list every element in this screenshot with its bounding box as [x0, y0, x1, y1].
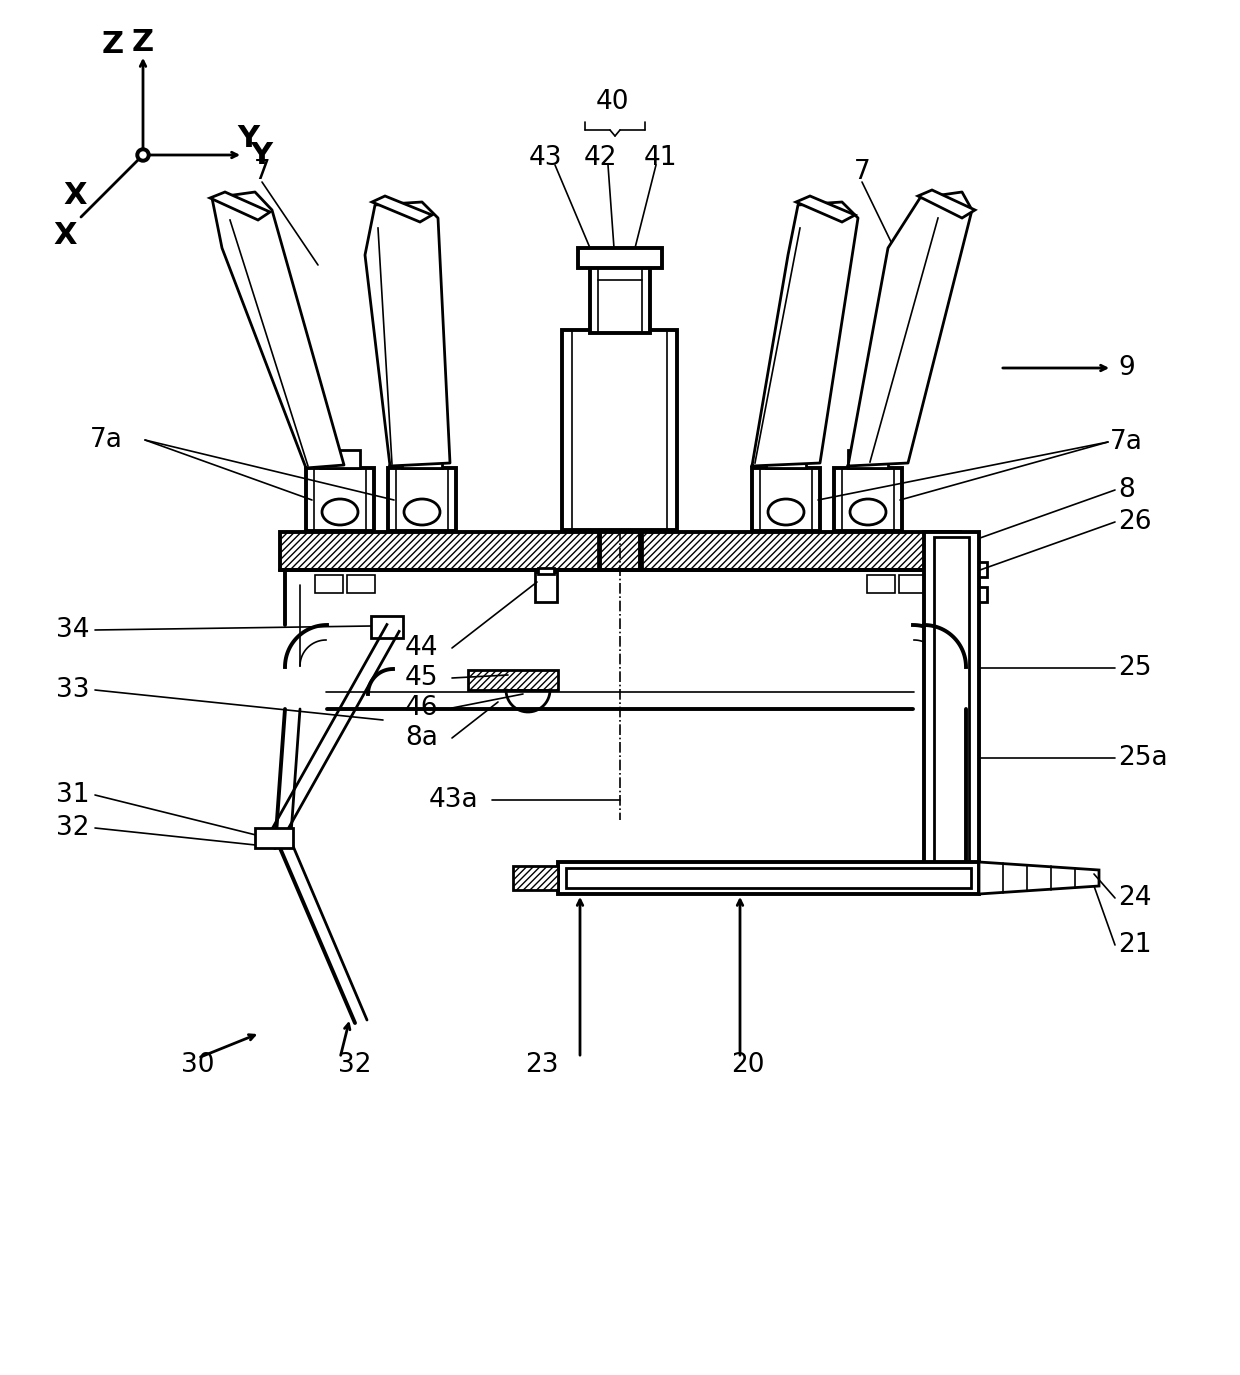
Text: 7: 7	[254, 160, 270, 186]
Circle shape	[140, 153, 146, 158]
Text: 30: 30	[181, 1052, 215, 1078]
Bar	[255, 828, 293, 848]
Text: 43: 43	[528, 144, 562, 170]
Bar	[590, 265, 650, 333]
Bar	[306, 468, 374, 531]
Bar	[402, 450, 441, 468]
Bar	[371, 616, 403, 638]
Text: Z: Z	[131, 28, 154, 56]
Text: 43a: 43a	[428, 786, 477, 813]
Text: 41: 41	[644, 144, 677, 170]
Text: 24: 24	[1118, 886, 1152, 912]
Bar	[315, 575, 343, 593]
Polygon shape	[796, 197, 856, 221]
Bar	[320, 450, 360, 468]
Polygon shape	[848, 193, 972, 466]
Text: 33: 33	[57, 676, 91, 703]
Bar	[867, 575, 895, 593]
Bar	[980, 562, 987, 578]
Text: 46: 46	[404, 694, 438, 720]
Text: 34: 34	[57, 617, 91, 644]
Polygon shape	[365, 202, 450, 466]
Text: 8a: 8a	[405, 725, 438, 751]
Bar	[534, 572, 557, 602]
Polygon shape	[212, 193, 343, 468]
Text: 25: 25	[1118, 654, 1152, 681]
Text: X: X	[63, 180, 87, 209]
Text: 32: 32	[339, 1052, 372, 1078]
Text: 8: 8	[1118, 477, 1135, 503]
Polygon shape	[372, 197, 432, 221]
Text: 7a: 7a	[1110, 429, 1143, 455]
Bar	[347, 575, 374, 593]
Ellipse shape	[768, 499, 804, 525]
Text: 32: 32	[57, 815, 91, 842]
Text: 26: 26	[1118, 509, 1152, 535]
Bar	[848, 450, 888, 468]
Text: 9: 9	[1118, 355, 1135, 381]
Bar	[980, 587, 987, 602]
Bar	[934, 538, 968, 886]
Bar	[924, 532, 980, 890]
Text: 23: 23	[526, 1052, 559, 1078]
Bar	[899, 575, 928, 593]
Bar	[562, 330, 677, 529]
Bar	[558, 862, 980, 894]
Text: 20: 20	[732, 1052, 765, 1078]
Text: X: X	[53, 220, 77, 249]
Text: Y: Y	[250, 140, 272, 169]
Bar	[835, 468, 901, 531]
Text: 40: 40	[595, 89, 629, 116]
Bar	[467, 670, 558, 690]
Bar	[766, 450, 806, 468]
Text: 7a: 7a	[91, 428, 123, 452]
Text: 44: 44	[404, 635, 438, 661]
Text: 7: 7	[853, 160, 870, 186]
Text: 31: 31	[57, 782, 91, 808]
Text: Y: Y	[237, 124, 259, 153]
Ellipse shape	[404, 499, 440, 525]
Bar	[280, 532, 960, 571]
Bar	[565, 868, 971, 888]
Bar	[751, 468, 820, 531]
Bar	[388, 468, 456, 531]
Bar	[513, 866, 558, 890]
Text: Z: Z	[102, 29, 124, 59]
Polygon shape	[210, 193, 270, 220]
Polygon shape	[918, 190, 975, 219]
Ellipse shape	[849, 499, 887, 525]
Text: 42: 42	[583, 144, 616, 170]
Bar	[538, 568, 554, 573]
Text: 45: 45	[404, 666, 438, 692]
Bar	[578, 248, 662, 268]
Circle shape	[136, 148, 150, 162]
Text: 21: 21	[1118, 932, 1152, 958]
Polygon shape	[751, 202, 858, 466]
Ellipse shape	[322, 499, 358, 525]
Polygon shape	[980, 862, 1099, 894]
Text: 25a: 25a	[1118, 745, 1168, 771]
